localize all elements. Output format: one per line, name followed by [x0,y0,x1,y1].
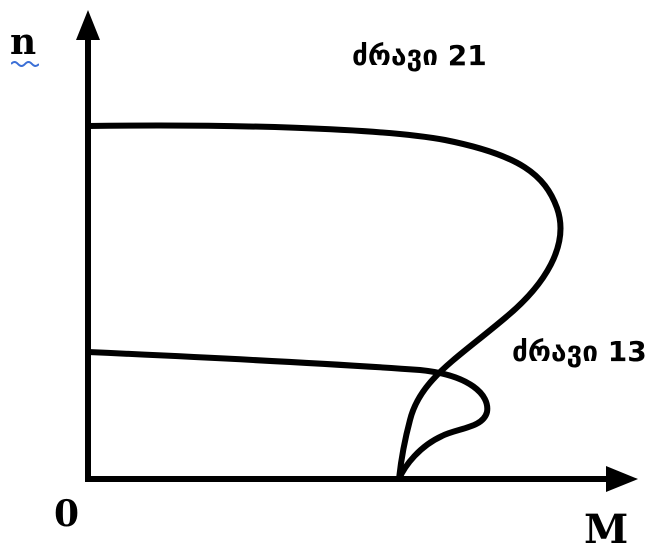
curve-engine-21 [85,122,564,482]
origin-label: 0 [54,493,80,535]
x-axis-arrow [606,466,638,492]
y-axis-label: n [10,21,37,63]
curve-label-engine-13: ძრავი 13 [512,335,646,368]
spellcheck-underline [11,61,39,67]
curve-engine-13 [85,349,491,482]
x-axis-label: M [584,506,629,553]
curve-label-engine-21: ძრავი 21 [352,39,487,72]
y-axis-arrow [76,10,100,40]
